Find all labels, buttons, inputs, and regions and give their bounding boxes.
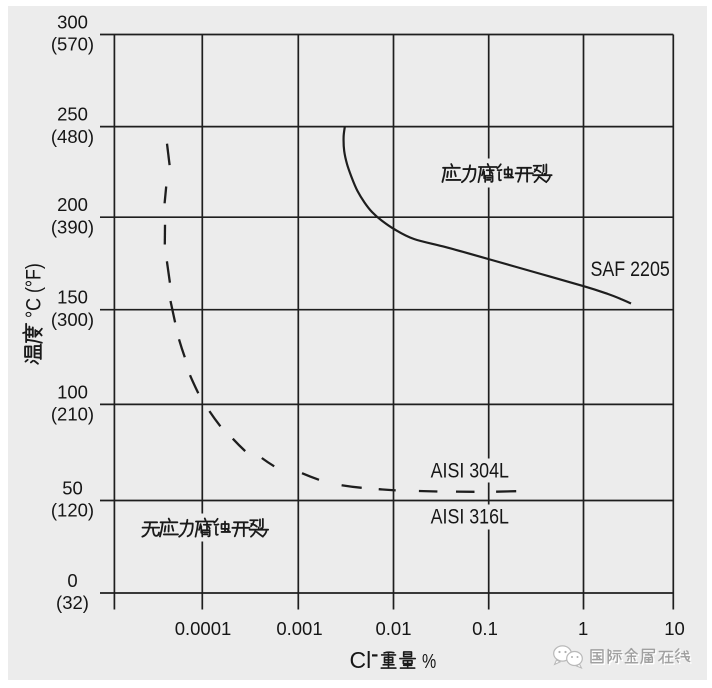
svg-text:150: 150	[57, 287, 88, 308]
svg-text:AISI 316L: AISI 316L	[431, 505, 509, 529]
svg-text:(390): (390)	[51, 216, 94, 237]
svg-text:(300): (300)	[51, 309, 94, 330]
svg-text:SAF 2205: SAF 2205	[591, 258, 670, 282]
svg-text:(480): (480)	[51, 126, 94, 147]
svg-text:250: 250	[57, 104, 88, 125]
svg-text:Cl: Cl	[350, 647, 372, 673]
svg-text:0.001: 0.001	[276, 618, 322, 639]
svg-text:°C (°F): °C (°F)	[22, 263, 46, 318]
svg-text:%: %	[422, 650, 436, 672]
svg-text:(120): (120)	[51, 500, 94, 521]
svg-text:(32): (32)	[56, 592, 89, 613]
svg-text:0: 0	[67, 570, 77, 591]
svg-text:0.1: 0.1	[472, 618, 498, 639]
svg-text:50: 50	[62, 478, 83, 499]
svg-text:0.01: 0.01	[375, 618, 411, 639]
svg-text:100: 100	[57, 381, 88, 402]
svg-text:AISI 304L: AISI 304L	[431, 459, 509, 483]
svg-text:1: 1	[578, 618, 588, 639]
svg-text:10: 10	[664, 618, 685, 639]
svg-text:300: 300	[57, 12, 88, 33]
svg-text:(210): (210)	[51, 404, 94, 425]
svg-text:200: 200	[57, 194, 88, 215]
svg-text:(570): (570)	[51, 34, 94, 55]
svg-text:0.0001: 0.0001	[175, 618, 232, 639]
